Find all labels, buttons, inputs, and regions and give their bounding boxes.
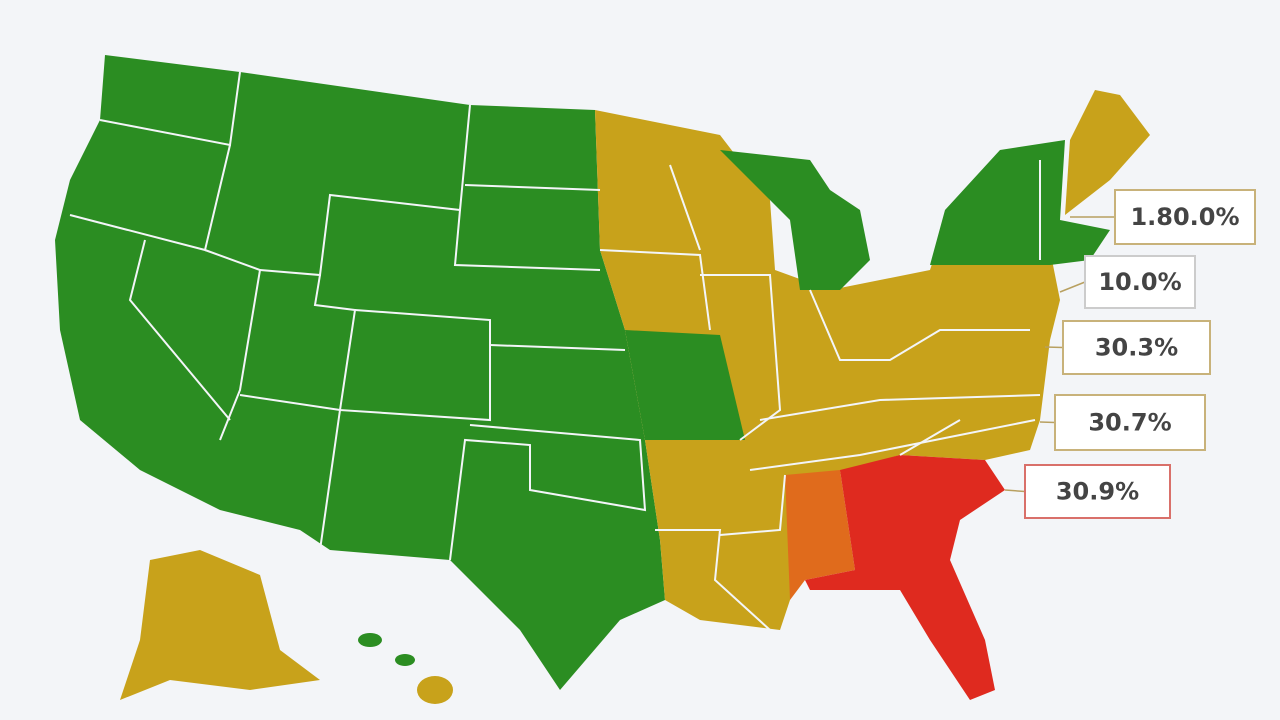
callout-box: [1054, 394, 1206, 451]
callout-label: 30.9%: [1056, 478, 1139, 506]
west-region: [55, 55, 665, 690]
callout-label: 10.0%: [1098, 268, 1181, 296]
callout-label: 1.80.0%: [1130, 203, 1239, 231]
callout-box: [1084, 255, 1196, 309]
state-borders: [69, 71, 1041, 631]
alaska: [120, 550, 320, 700]
callout-box: [1062, 320, 1211, 375]
callout-label: 30.7%: [1088, 409, 1171, 437]
hawaii: [358, 633, 382, 647]
leader-line: [1044, 346, 1064, 349]
states: [55, 55, 1150, 704]
leader-line: [1039, 421, 1056, 424]
hawaii: [417, 676, 453, 704]
leader-line: [1059, 281, 1086, 293]
callouts: 1.80.0% 10.0% 30.3% 30.7% 30.9%: [1004, 189, 1256, 519]
hawaii: [395, 654, 415, 666]
callout-box: [1114, 189, 1256, 245]
alabama: [785, 470, 855, 600]
northeast: [930, 140, 1110, 265]
missouri: [625, 330, 745, 440]
callout-box: [1024, 464, 1171, 519]
maine: [1065, 90, 1150, 215]
southeast: [805, 455, 1005, 700]
leader-line: [1004, 489, 1026, 493]
michigan: [720, 150, 870, 290]
midwest-south-region: [595, 110, 1060, 630]
callout-label: 30.3%: [1095, 334, 1178, 362]
